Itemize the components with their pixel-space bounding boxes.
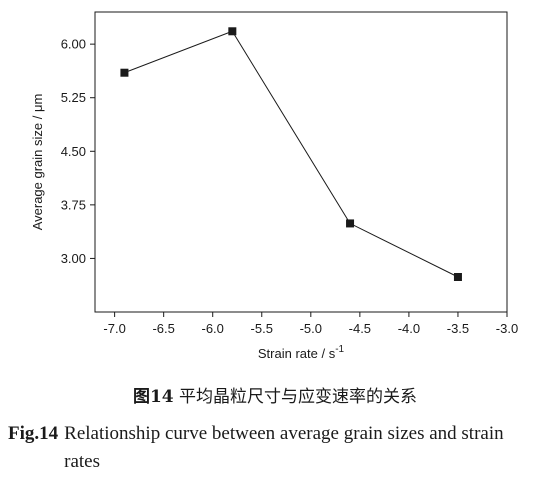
y-tick-label: 6.00: [61, 37, 86, 52]
chart-area: -7.0 -6.5 -6.0 -5.5 -5.0 -4.5 -4.0 -3.5 -3.0 3.00…: [30, 11, 518, 361]
x-tick-label: -6.5: [152, 321, 174, 336]
x-tick-label: -4.5: [349, 321, 371, 336]
line-chart: -7.0 -6.5 -6.0 -5.5 -5.0 -4.5 -4.0 -3.5 -3.0 3.00…: [30, 11, 518, 361]
data-point-marker: [453, 273, 462, 281]
x-axis-title-text: Strain rate / s: [258, 346, 336, 361]
x-tick-label: -5.5: [251, 321, 273, 336]
x-tick-label: -4.0: [398, 321, 420, 336]
data-point-marker: [228, 27, 237, 36]
figure-title-english: Relationship curve between average grain…: [64, 423, 504, 472]
figure-title-chinese: 平均晶粒尺寸与应变速率的关系: [179, 387, 418, 407]
data-point-marker: [120, 68, 129, 77]
figure-caption-chinese: 图14 平均晶粒尺寸与应变速率的关系: [0, 382, 550, 407]
series-line: [124, 30, 459, 278]
y-tick-label: 4.50: [61, 144, 86, 159]
x-axis-title: Strain rate / s-1: [258, 344, 345, 361]
plot-frame: [94, 11, 508, 313]
x-axis-title-superscript: -1: [335, 344, 344, 355]
x-tick-label: -6.0: [202, 321, 224, 336]
x-tick-label: -3.5: [447, 321, 469, 336]
figure-caption-english: Fig.14 Relationship curve between averag…: [8, 420, 544, 476]
figure-number-chinese: 图14: [132, 387, 174, 407]
data-point-marker: [346, 219, 355, 228]
y-tick-label: 3.00: [61, 251, 86, 266]
y-axis-title: Average grain size / μm: [30, 94, 45, 231]
figure-number-english: Fig.14: [8, 423, 59, 444]
x-tick-label: -5.0: [300, 321, 322, 336]
x-tick-label: -7.0: [103, 321, 125, 336]
y-tick-label: 5.25: [61, 90, 86, 105]
x-tick-label: -3.0: [496, 321, 518, 336]
y-tick-label: 3.75: [61, 197, 86, 212]
